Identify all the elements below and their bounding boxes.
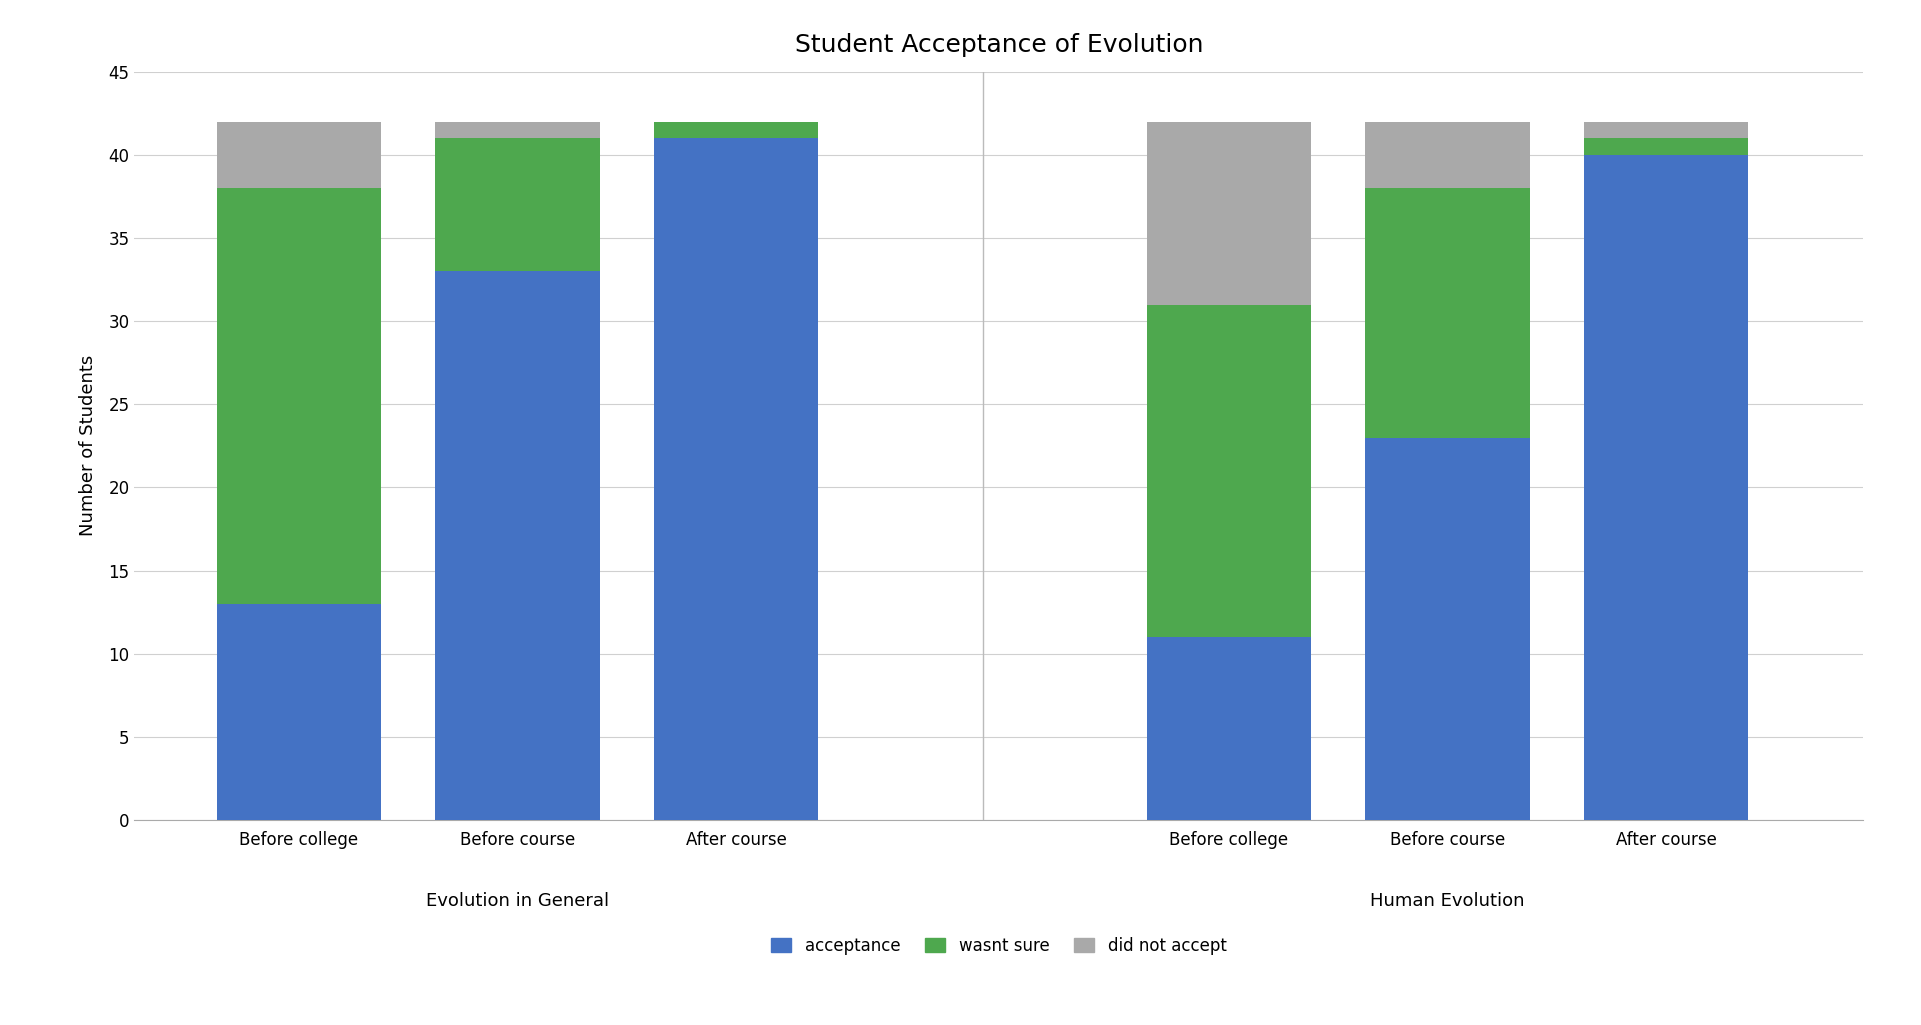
Bar — [1147, 122, 1310, 304]
Bar — [1147, 304, 1310, 638]
Bar — [1366, 122, 1529, 189]
Bar — [436, 122, 599, 138]
Text: Human Evolution: Human Evolution — [1370, 892, 1525, 910]
Y-axis label: Number of Students: Number of Students — [79, 356, 98, 536]
Bar — [436, 272, 599, 820]
Bar — [1366, 189, 1529, 438]
Bar — [1585, 155, 1748, 820]
Bar — [436, 138, 599, 272]
Text: Evolution in General: Evolution in General — [426, 892, 609, 910]
Title: Student Acceptance of Evolution: Student Acceptance of Evolution — [795, 33, 1203, 57]
Bar — [655, 122, 818, 138]
Bar — [1585, 138, 1748, 155]
Bar — [1585, 122, 1748, 138]
Bar — [217, 122, 380, 189]
Bar — [655, 138, 818, 820]
Bar — [1366, 438, 1529, 820]
Bar — [217, 189, 380, 604]
Bar — [1147, 638, 1310, 820]
Legend: acceptance, wasnt sure, did not accept: acceptance, wasnt sure, did not accept — [765, 930, 1233, 961]
Bar — [217, 604, 380, 820]
